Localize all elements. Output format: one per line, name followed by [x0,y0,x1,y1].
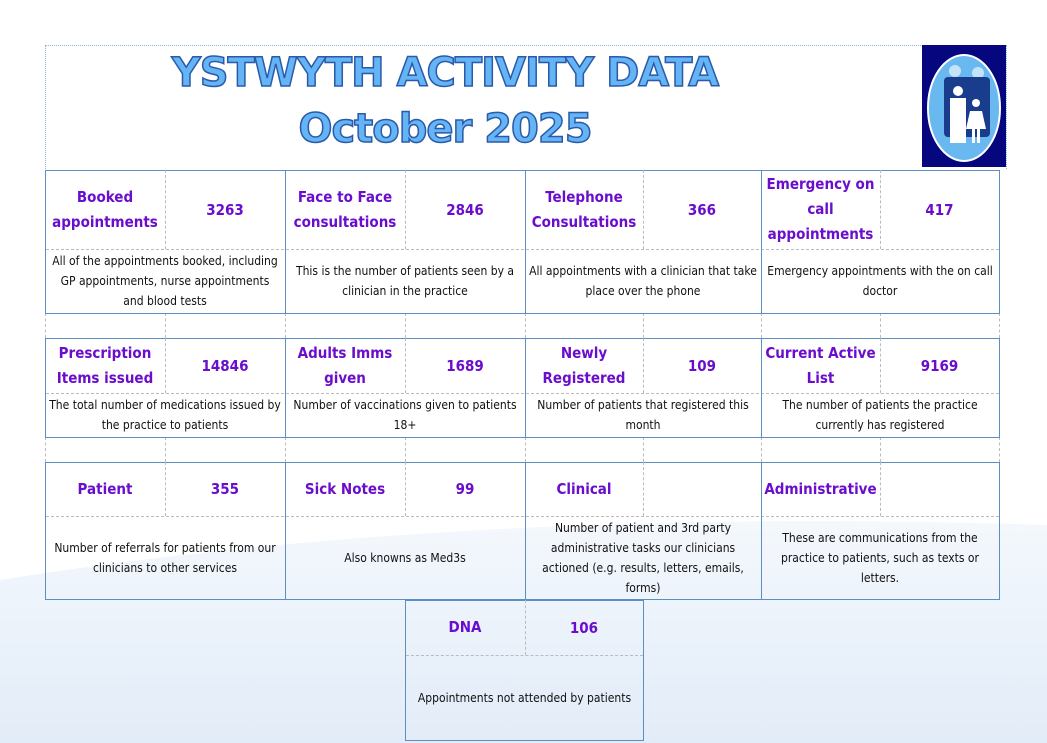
dna-value: 106 [569,618,599,637]
column-divider [525,462,526,599]
cell-divider [643,170,644,249]
gap-divider [165,437,166,462]
gap-divider [45,313,46,338]
metric-value: 1689 [446,356,484,375]
metric-value: 3263 [206,200,244,219]
gap-divider [761,437,762,462]
metric-value: 366 [687,200,717,219]
metric-label: Clinical [556,479,612,498]
metric-label: Adults Imms given [297,343,393,387]
cell-divider [165,462,166,516]
metric-label: Administrative [764,479,877,498]
metric-value [643,462,761,516]
metric-description: These are communications from the practi… [781,530,979,585]
metric-description: Number of referrals for patients from ou… [54,540,276,575]
gap-divider [285,313,286,338]
metric-description: The total number of medications issued b… [49,398,281,432]
cell-divider [880,170,881,249]
metric-label: Booked appointments [52,187,158,231]
cell-divider [643,462,644,516]
cell-divider [880,338,881,393]
cell-divider [165,338,166,393]
metric-value: 2846 [446,200,484,219]
gap-divider [45,437,46,462]
gap-divider [525,313,526,338]
metric-label: Emergency on call appointments [766,175,875,243]
dna-description: Appointments not attended by patients [417,690,632,705]
metric-label: Current Active List [765,343,876,387]
metric-description: All appointments with a clinician that t… [529,264,757,298]
metric-value: 355 [210,480,240,498]
metric-value: 417 [925,200,954,219]
section-box [45,338,1000,438]
gap-divider [880,437,881,462]
metric-label: Patient [77,479,133,498]
gap-divider [405,313,406,338]
metric-description: Number of vaccinations given to patients… [293,398,517,432]
metric-label: Sick Notes [304,479,386,498]
cell-divider [405,338,406,393]
row-divider [46,393,999,394]
gap-divider [285,437,286,462]
column-divider [525,338,526,437]
cell-divider [405,462,406,516]
metric-description: All of the appointments booked, includin… [52,254,278,308]
metric-value: 109 [687,356,717,375]
row-divider [46,516,999,517]
cell-divider [525,600,526,655]
metric-label: Newly Registered [542,343,626,387]
metric-label: Face to Face consultations [293,187,397,231]
column-divider [285,338,286,437]
gap-divider [643,313,644,338]
metric-description: Also knowns as Med3s [344,550,466,565]
metric-value [880,462,999,516]
metric-description: Number of patient and 3rd party administ… [542,520,744,595]
cell-divider [405,170,406,249]
metric-description: This is the number of patients seen by a… [295,264,515,298]
column-divider [285,170,286,313]
gap-divider [165,313,166,338]
family-logo-icon [922,45,1006,167]
metric-value: 14846 [201,356,249,375]
gap-divider [880,313,881,338]
column-divider [525,170,526,313]
column-divider [761,462,762,599]
metric-value: 9169 [920,356,959,375]
cell-divider [165,170,166,249]
dna-label: DNA [448,618,482,636]
metric-description: The number of patients the practice curr… [782,398,978,432]
cell-divider [880,462,881,516]
gap-divider [761,313,762,338]
gap-divider [999,313,1000,338]
page-subtitle: October 2025 [298,105,594,153]
metric-description: Emergency appointments with the on call … [767,264,993,298]
column-divider [761,338,762,437]
section-box [45,170,1000,314]
header-frame [45,45,1007,169]
metric-value: 99 [455,480,475,498]
gap-divider [643,437,644,462]
gap-divider [405,437,406,462]
row-divider [406,655,643,656]
cell-divider [643,338,644,393]
gap-divider [999,437,1000,462]
metric-description: Number of patients that registered this … [537,398,749,432]
section-box [45,462,1000,600]
metric-label: Prescription Items issued [56,343,154,387]
dna-box [405,600,644,741]
gap-divider [525,437,526,462]
column-divider [285,462,286,599]
metric-label: Telephone Consultations [531,187,637,231]
page-title: YSTWYTH ACTIVITY DATA [171,49,720,97]
column-divider [761,170,762,313]
row-divider [46,249,999,250]
